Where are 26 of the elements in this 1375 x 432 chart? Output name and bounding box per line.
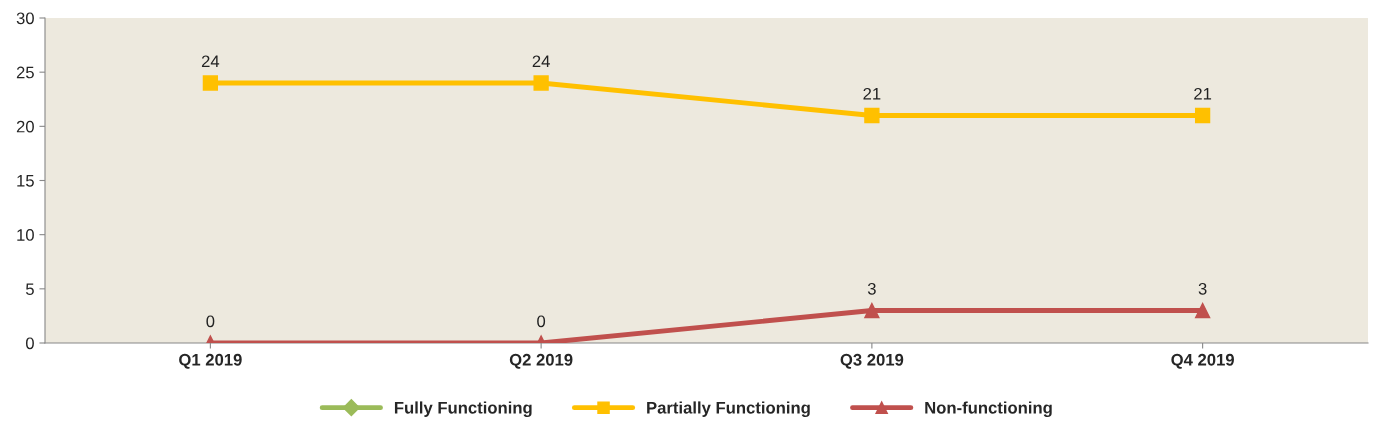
data-label: 3 (1198, 282, 1207, 295)
y-tick-label: 20 (16, 120, 34, 133)
legend-label: Non-functioning (925, 401, 1052, 417)
x-tick-label: Q2 2019 (509, 353, 573, 369)
point (1194, 107, 1211, 124)
data-label: 0 (537, 315, 546, 328)
data-label: 24 (532, 55, 550, 68)
y-tick-label: 5 (25, 283, 34, 296)
y-tick-label: 25 (16, 66, 34, 79)
data-label: 0 (206, 315, 215, 328)
legend-label: Fully Functioning (394, 401, 532, 417)
point (533, 75, 549, 91)
y-tick-label: 15 (17, 175, 34, 187)
y-tick-label: 30 (16, 12, 34, 25)
point (864, 107, 880, 124)
y-tick-label: 10 (17, 229, 34, 241)
y-tick-label: 0 (25, 337, 34, 350)
x-tick-label: Q3 2019 (840, 353, 904, 369)
data-label: 21 (863, 87, 881, 100)
data-label: 21 (1194, 87, 1212, 100)
data-label: 3 (867, 282, 876, 295)
x-tick-label: Q1 2019 (179, 353, 242, 369)
point (202, 75, 219, 91)
legend-label: Partially Functioning (647, 401, 810, 417)
data-label: 24 (201, 55, 220, 68)
x-tick-label: Q4 2019 (1171, 353, 1234, 369)
